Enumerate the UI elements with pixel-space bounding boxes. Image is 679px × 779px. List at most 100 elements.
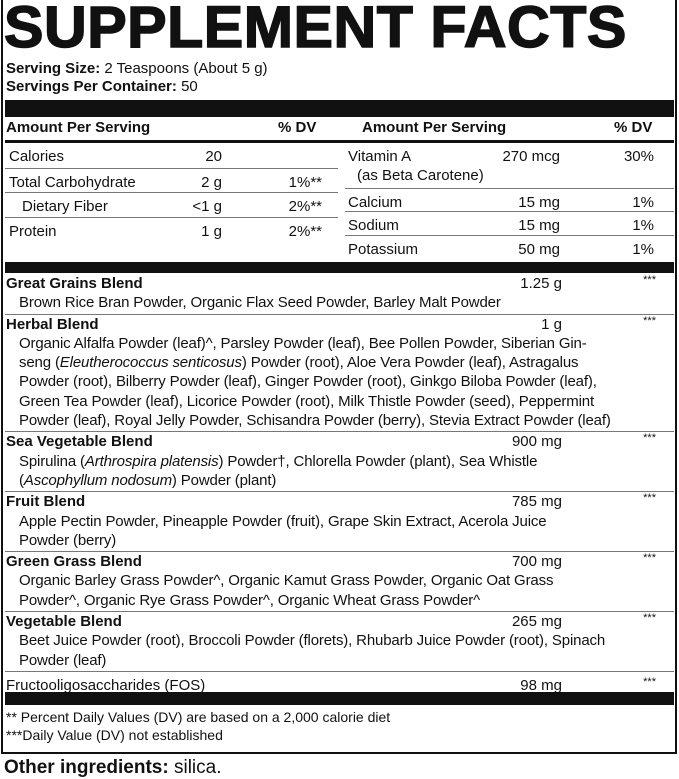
blend-name: Vegetable Blend [6,613,122,631]
ingredient-text: Beet Juice Powder (root), Broccoli Powde… [19,632,606,650]
blend-dv: *** [643,612,656,625]
blend-dv: *** [643,675,656,688]
nutrient-name: Total Carbohydrate [9,174,136,191]
nutrient-row: Total Carbohydrate 2 g 1%** [5,169,338,193]
ingredient-text: Spirulina ( [19,452,85,470]
blend-ingredients-line: Powder (berry) [5,531,674,550]
blend-header: Sea Vegetable Blend 900 mg *** [5,432,674,451]
blend-ingredients-line: Organic Alfalfa Powder (leaf)^, Parsley … [5,334,674,353]
blend-header: Green Grass Blend 700 mg *** [5,552,674,571]
blend-ingredients-line: Apple Pectin Powder, Pineapple Powder (f… [5,512,674,531]
nutrient-name: Dietary Fiber [22,198,108,215]
blend-amount: 98 mg [520,676,562,694]
servings-label: Servings Per Container: [6,78,177,95]
ingredient-text: seng ( [19,354,60,372]
blend-ingredients-line: seng (Eleutherococcus senticosus) Powder… [5,353,674,372]
nutrient-name: Sodium [348,217,399,234]
header-amount-left: Amount Per Serving [6,119,151,136]
blend-list: Great Grains Blend 1.25 g *** Brown Rice Br… [5,274,674,700]
nutrient-source: (as Beta Carotene) [357,167,484,184]
latin-name: Ascophyllum nodosum [23,471,172,489]
blend-name: Great Grains Blend [6,275,143,292]
ingredient-text: Powder (leaf), Royal Jelly Powder, Schis… [19,412,611,430]
nutrient-row: Sodium 15 mg 1% [345,212,674,236]
blend-name: Herbal Blend [6,315,99,333]
nutrient-name: Calcium [348,194,403,211]
nutrient-name: Calories [9,148,65,165]
footnote-dv: ** Percent Daily Values (DV) are based o… [6,709,391,725]
nutrient-row: Calcium 15 mg 1% [345,189,674,212]
blend-ingredients-line: (Ascophyllum nodosum) Powder (plant) [5,471,674,490]
blend-ingredients-line: Powder (leaf) [5,651,674,670]
blend-item: Great Grains Blend 1.25 g *** Brown Rice Br… [5,274,674,315]
blend-dv: *** [643,432,656,445]
serving-size: Serving Size: 2 Teaspoons (About 5 g) [6,60,268,77]
nutrient-amount: 2 g [201,174,222,191]
blend-item: Fructooligosaccharides (FOS) 98 mg *** [5,672,674,700]
blend-amount: 900 mg [511,433,562,451]
ingredient-text: Green Tea Powder (leaf), Licorice Powder… [19,392,594,410]
blend-ingredients-line: Powder (root), Bilberry Powder (leaf), G… [5,372,674,391]
ingredient-text: ) Powder (plant) [171,471,277,489]
latin-name: Eleutherococcus senticosus [59,354,242,372]
nutrient-amount: 20 [205,148,222,165]
blend-amount: 785 mg [511,493,562,511]
nutrient-amount: 15 mg [518,217,560,234]
nutrient-row: Potassium 50 mg 1% [345,236,674,261]
footnote-not-established: ***Daily Value (DV) not established [6,727,223,743]
blend-item: Herbal Blend 1 g *** Organic Alfalfa Powder… [5,315,674,433]
divider-bar [5,262,674,273]
blend-ingredients-line: Spirulina (Arthrospira platensis) Powder… [5,452,674,471]
label-border [1,0,677,754]
nutrient-row: Protein 1 g 2%** [5,218,338,254]
blend-amount: 1 g [541,315,562,333]
nutrient-dv: 1%** [288,174,322,191]
blend-ingredients-line: Powder (leaf), Royal Jelly Powder, Schis… [5,411,674,430]
ingredient-text: Powder (leaf) [19,651,107,669]
nutrient-dv: 1% [632,241,654,258]
blend-name: Fructooligosaccharides (FOS) [6,676,206,694]
nutrient-dv: 30% [623,148,654,165]
blend-header: Fructooligosaccharides (FOS) 98 mg *** [5,672,674,695]
nutrient-row: Calories 20 [5,143,338,169]
nutrient-name: Protein [9,223,57,240]
blend-ingredients-line: Organic Barley Grass Powder^, Organic Ka… [5,571,674,590]
blend-dv: *** [643,552,656,565]
blend-dv: *** [643,274,656,286]
ingredient-text: Organic Alfalfa Powder (leaf)^, Parsley … [19,334,587,352]
header-amount-right: Amount Per Serving [362,119,507,136]
blend-amount: 265 mg [511,613,562,631]
header-dv-right: % DV [614,119,653,136]
nutrient-name: Potassium [348,241,419,258]
nutrient-row: Vitamin A (as Beta Carotene) 270 mcg 30% [345,143,674,189]
serving-size-value: 2 Teaspoons (About 5 g) [104,60,268,77]
nutrient-row: Dietary Fiber <1 g 2%** [5,193,338,218]
blend-name: Fruit Blend [6,493,86,511]
header-dv-left: % DV [278,119,317,136]
ingredient-text: Brown Rice Bran Powder, Organic Flax See… [19,294,501,312]
blend-dv: *** [643,314,656,327]
ingredient-text: ( [19,471,24,489]
ingredient-text: Powder (root), Bilberry Powder (leaf), G… [19,373,597,391]
ingredient-text: ) Powder (root), Aloe Vera Powder (leaf)… [241,354,579,372]
blend-header: Fruit Blend 785 mg *** [5,492,674,511]
latin-name: Arthrospira platensis [84,452,219,470]
blend-ingredients-line: Green Tea Powder (leaf), Licorice Powder… [5,392,674,411]
blend-item: Sea Vegetable Blend 900 mg *** Spirulina (A… [5,432,674,493]
blend-ingredients-line: Beet Juice Powder (root), Broccoli Powde… [5,631,674,650]
blend-amount: 700 mg [511,553,562,571]
nutrient-dv: 2%** [288,198,322,215]
ingredient-text: Organic Barley Grass Powder^, Organic Ka… [19,572,554,590]
nutrient-amount: 1 g [201,223,222,240]
ingredient-text: ) Powder†, Chlorella Powder (plant), Sea… [218,452,538,470]
nutrient-amount: 50 mg [518,241,560,258]
nutrient-dv: 1% [632,217,654,234]
nutrient-amount: 15 mg [518,194,560,211]
blend-ingredients-line: Powder^, Organic Rye Grass Powder^, Orga… [5,591,674,610]
blend-item: Vegetable Blend 265 mg *** Beet Juice Powde… [5,612,674,672]
blend-header: Herbal Blend 1 g *** [5,315,674,334]
nutrient-name: Vitamin A [348,148,412,165]
nutrient-amount: <1 g [192,198,222,215]
servings-value: 50 [181,78,198,95]
nutrient-amount: 270 mcg [502,148,560,165]
